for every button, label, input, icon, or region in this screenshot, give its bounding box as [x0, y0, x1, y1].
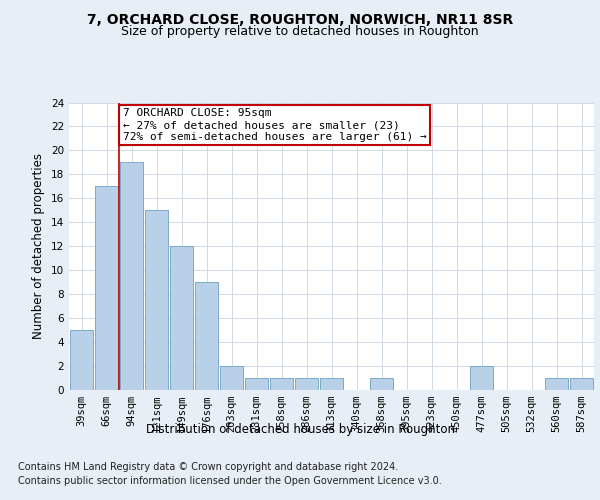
- Text: 7 ORCHARD CLOSE: 95sqm
← 27% of detached houses are smaller (23)
72% of semi-det: 7 ORCHARD CLOSE: 95sqm ← 27% of detached…: [123, 108, 427, 142]
- Bar: [194, 282, 218, 390]
- Bar: [295, 378, 319, 390]
- Text: Size of property relative to detached houses in Roughton: Size of property relative to detached ho…: [121, 25, 479, 38]
- Text: Contains public sector information licensed under the Open Government Licence v3: Contains public sector information licen…: [18, 476, 442, 486]
- Bar: [370, 378, 394, 390]
- Bar: [470, 366, 493, 390]
- Bar: [269, 378, 293, 390]
- Bar: [119, 162, 143, 390]
- Text: 7, ORCHARD CLOSE, ROUGHTON, NORWICH, NR11 8SR: 7, ORCHARD CLOSE, ROUGHTON, NORWICH, NR1…: [87, 12, 513, 26]
- Bar: [569, 378, 593, 390]
- Bar: [545, 378, 568, 390]
- Bar: [145, 210, 169, 390]
- Text: Distribution of detached houses by size in Roughton: Distribution of detached houses by size …: [146, 422, 455, 436]
- Bar: [320, 378, 343, 390]
- Text: Contains HM Land Registry data © Crown copyright and database right 2024.: Contains HM Land Registry data © Crown c…: [18, 462, 398, 472]
- Bar: [220, 366, 244, 390]
- Bar: [70, 330, 94, 390]
- Bar: [95, 186, 118, 390]
- Y-axis label: Number of detached properties: Number of detached properties: [32, 153, 46, 340]
- Bar: [170, 246, 193, 390]
- Bar: [245, 378, 268, 390]
